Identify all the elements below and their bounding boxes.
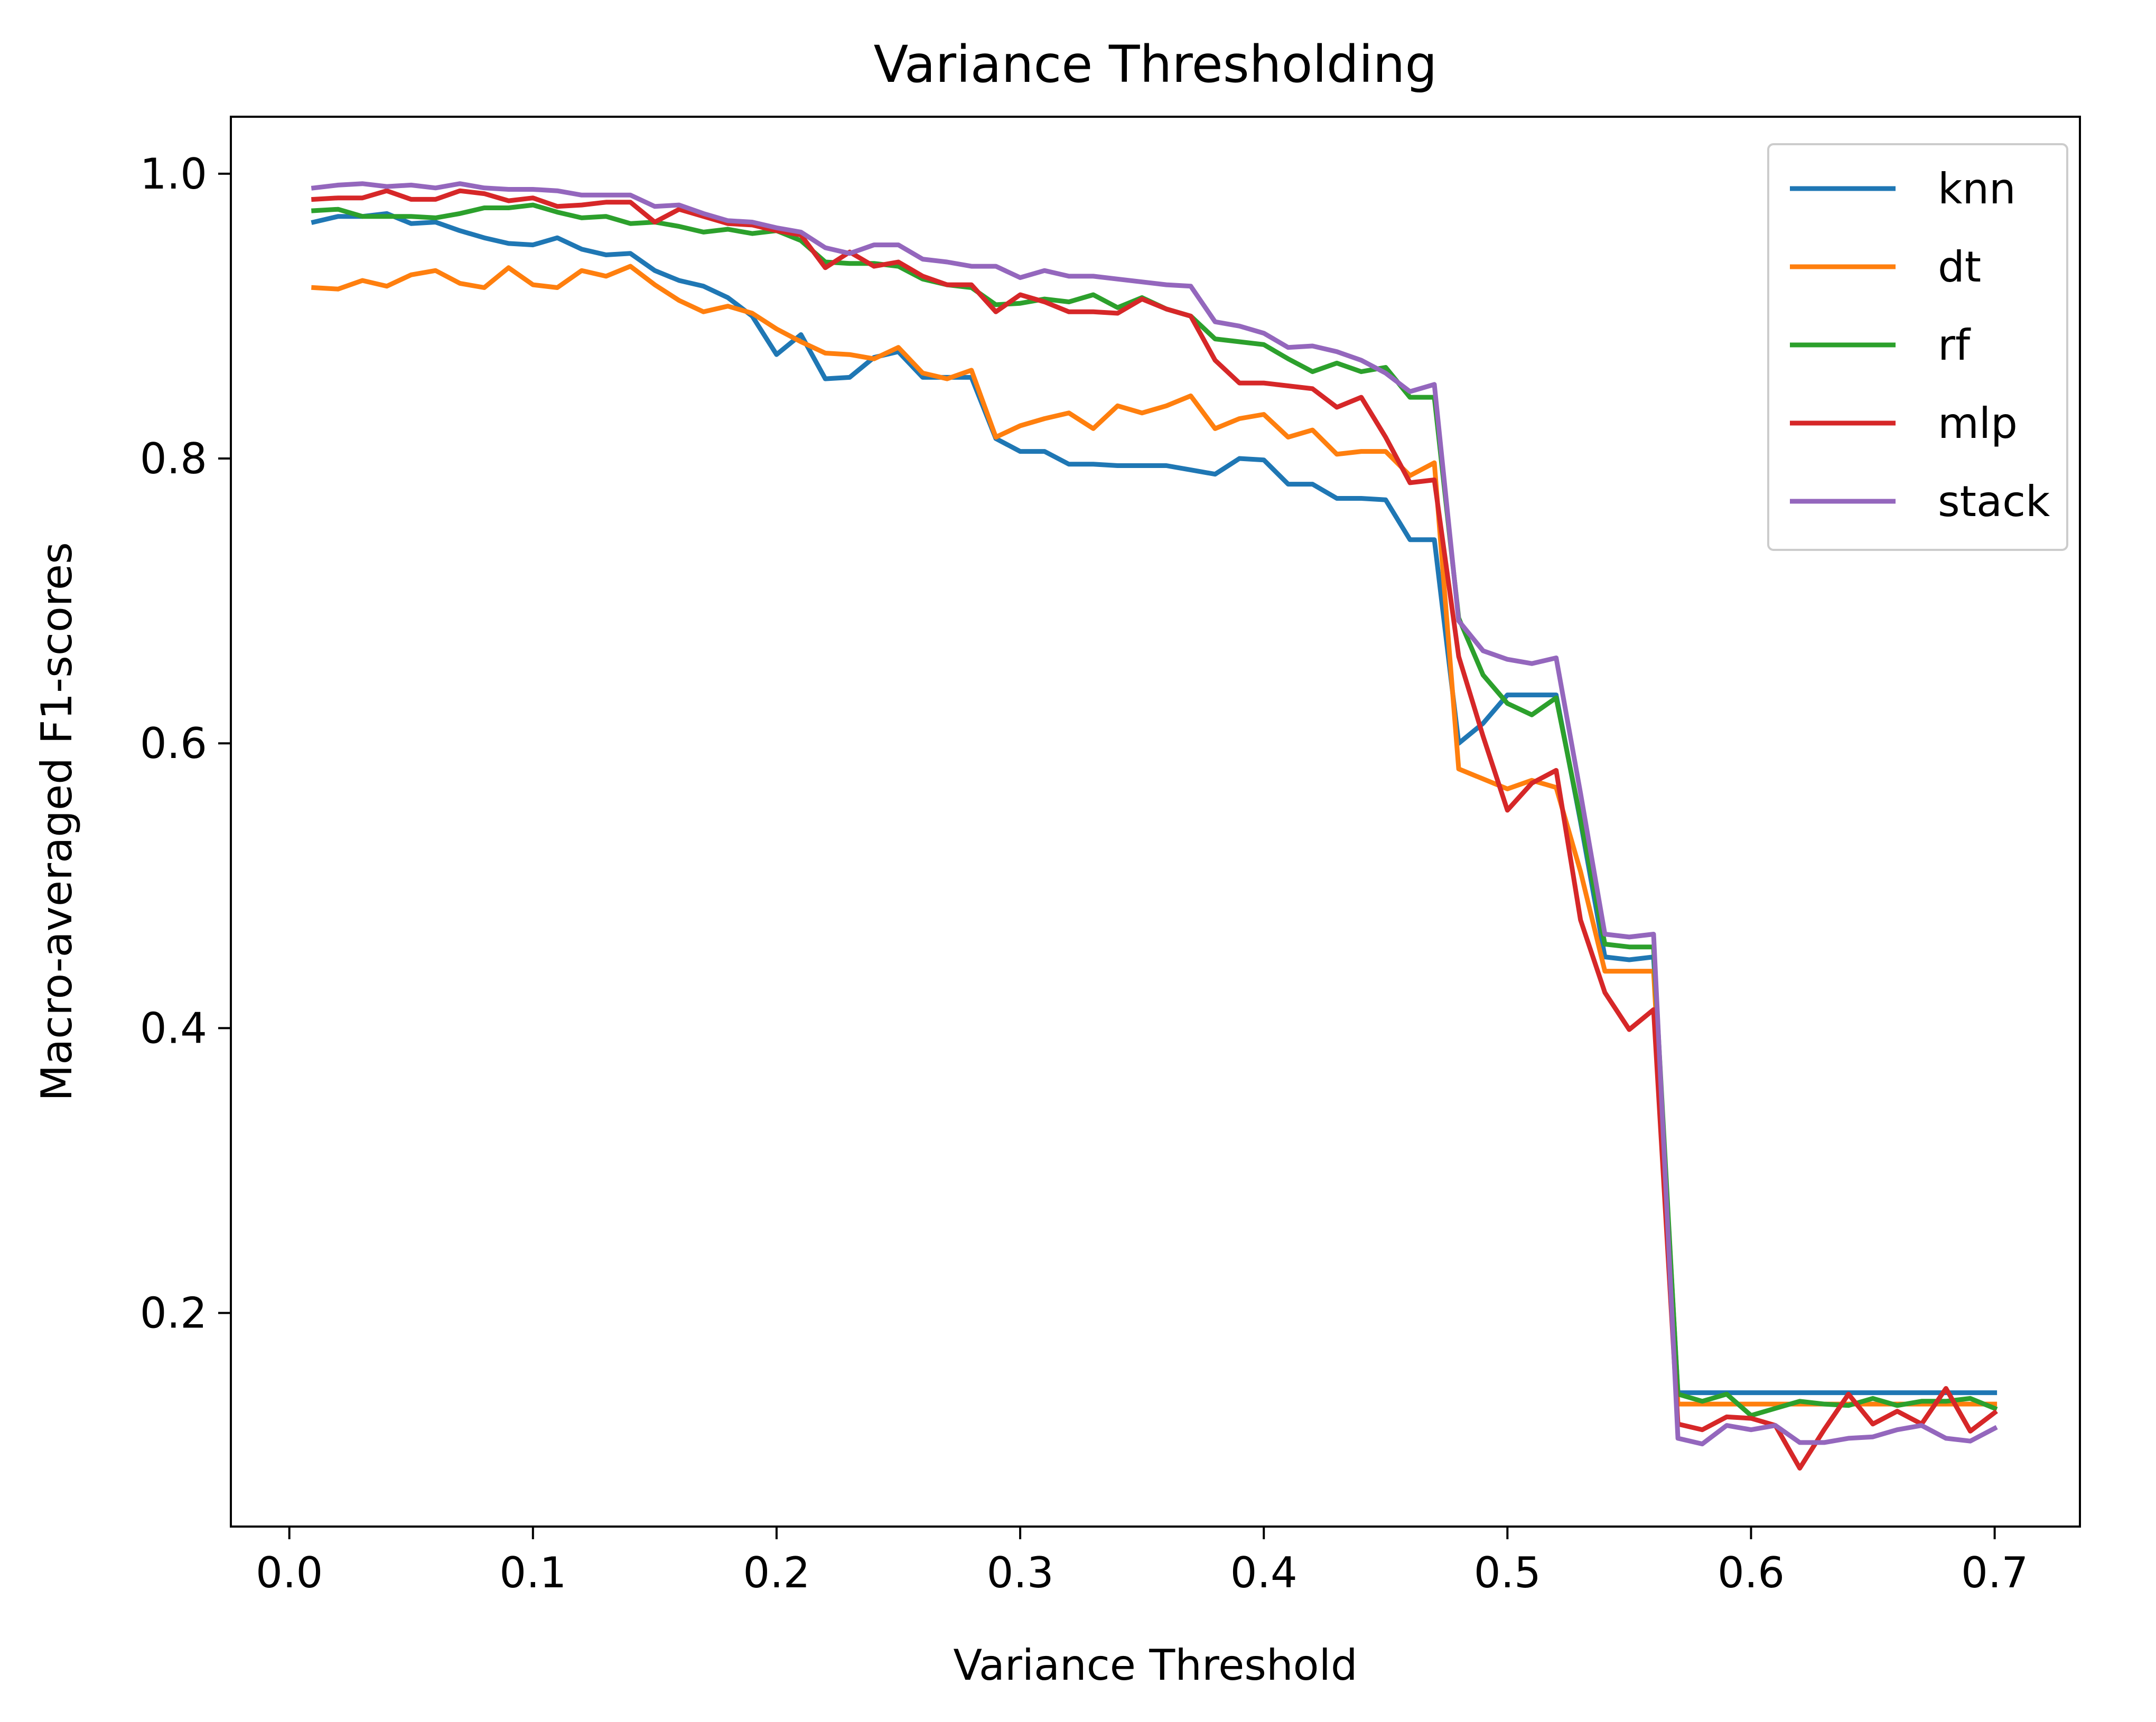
x-tick-label: 0.1 xyxy=(499,1548,566,1597)
legend-box xyxy=(1767,143,2068,551)
y-tick-label: 0.2 xyxy=(140,1289,207,1338)
x-axis: 0.0 0.1 0.2 0.3 0.4 0.5 0.6 0.7 xyxy=(256,1527,2028,1597)
series-line-stack xyxy=(311,181,1998,1447)
x-tick-label: 0.6 xyxy=(1718,1548,1785,1597)
y-axis: 0.2 0.4 0.6 0.8 1.0 xyxy=(140,149,231,1338)
x-tick-label: 0.5 xyxy=(1474,1548,1541,1597)
chart-title: Variance Thresholding xyxy=(874,35,1438,94)
x-tick-label: 0.7 xyxy=(1961,1548,2028,1597)
legend-entries: knn dt rf mlp stack xyxy=(1790,164,2050,526)
series-line-knn xyxy=(311,211,1998,1396)
y-tick-label: 0.8 xyxy=(140,434,207,483)
legend: knn dt rf mlp stack xyxy=(1767,143,2068,551)
series-lines xyxy=(311,181,1998,1471)
legend-label-stack: stack xyxy=(1938,477,2050,526)
y-axis-label: Macro-averaged F1-scores xyxy=(32,542,81,1101)
y-tick-label: 0.4 xyxy=(140,1004,207,1053)
series-line-mlp xyxy=(311,188,1998,1471)
legend-label-rf: rf xyxy=(1938,321,1971,370)
x-tick-label: 0.2 xyxy=(743,1548,810,1597)
series-line-dt xyxy=(311,264,1998,1407)
y-tick-label: 1.0 xyxy=(140,149,207,199)
legend-label-dt: dt xyxy=(1938,242,1981,292)
x-axis-label: Variance Threshold xyxy=(953,1641,1357,1690)
x-tick-label: 0.0 xyxy=(256,1548,323,1597)
legend-label-mlp: mlp xyxy=(1938,399,2018,448)
y-tick-label: 0.6 xyxy=(140,719,207,768)
x-tick-label: 0.4 xyxy=(1230,1548,1298,1597)
legend-label-knn: knn xyxy=(1938,164,2016,213)
x-tick-label: 0.3 xyxy=(986,1548,1053,1597)
